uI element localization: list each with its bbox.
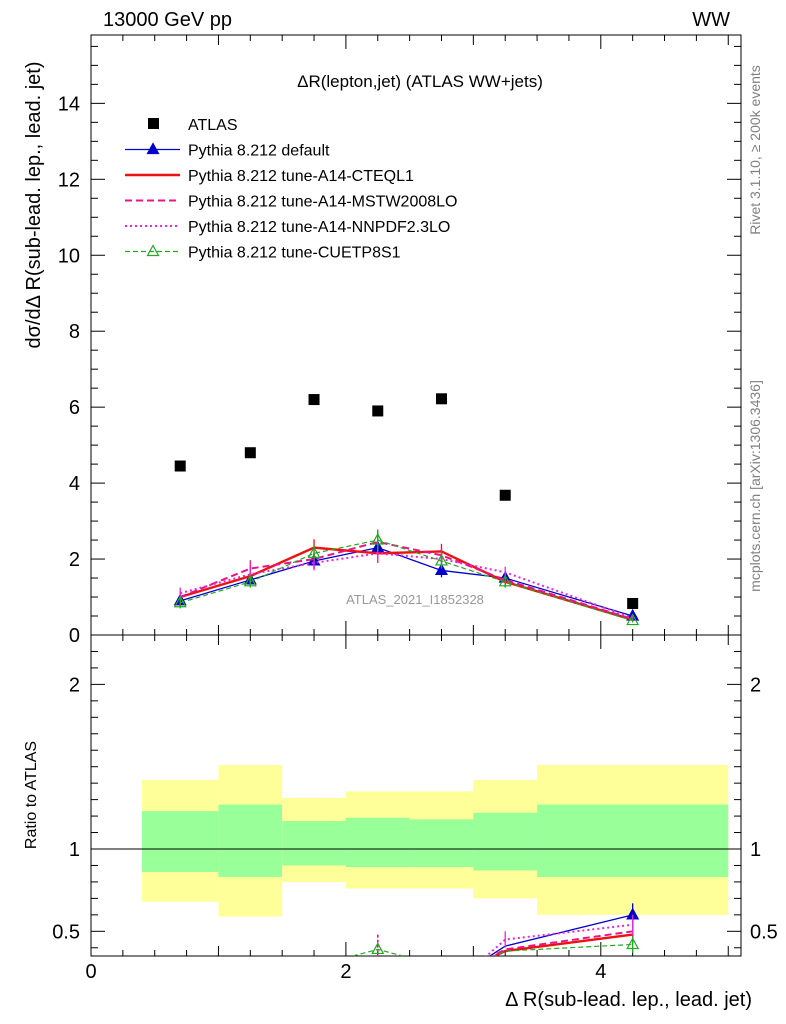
marker-cuetp <box>626 613 640 626</box>
main-y-axis-label: dσ/dΔ R(sub-lead. lep., lead. jet) <box>23 62 45 349</box>
legend-marker-default <box>146 142 160 155</box>
marker-cuetp <box>371 532 385 545</box>
legend-marker-cuetp <box>146 244 160 257</box>
main-y-tick-labels: 0 2 4 6 8 10 12 14 <box>58 93 80 647</box>
ratio-spike-line <box>352 948 403 956</box>
marker-cuetp <box>498 574 512 587</box>
main-y-tick-label: 0 <box>69 625 80 647</box>
band-inner-bin-0 <box>141 811 219 873</box>
ratio-y-tick-label: 1 <box>69 839 80 861</box>
ratio-line-mstw <box>490 930 633 956</box>
ratio-series-layer <box>352 903 640 956</box>
atlas-data-point <box>244 447 256 459</box>
marker-cuetp <box>173 595 187 608</box>
ratio-y-tick-label: 2 <box>69 674 80 696</box>
legend: ATLAS Pythia 8.212 default Pythia 8.212 tu… <box>125 117 457 262</box>
ratio-y-axis-label: Ratio to ATLAS <box>23 741 40 849</box>
ratio-marker-cuetp <box>626 937 640 950</box>
marker-cuetp <box>243 574 257 587</box>
ratio-y-tick-label: 0.5 <box>52 921 80 943</box>
atlas-data-point <box>308 394 320 406</box>
x-axis-label: Δ R(sub-lead. lep., lead. jet) <box>505 989 752 1011</box>
ratio-uncertainty-bands <box>141 765 729 917</box>
ratio-y-tick-labels: 0.5 0.5 1 1 2 2 <box>52 674 778 943</box>
main-y-tick-label: 8 <box>69 321 80 343</box>
main-series-layer <box>173 393 640 626</box>
main-y-tick-label: 6 <box>69 397 80 419</box>
analysis-watermark: ATLAS_2021_I1852328 <box>346 592 484 607</box>
band-inner-bin-3 <box>345 817 410 868</box>
atlas-data-point <box>627 597 639 609</box>
main-y-tick-label: 2 <box>69 549 80 571</box>
marker-default <box>434 563 449 576</box>
ratio-line-cuetp <box>493 943 633 956</box>
main-y-tick-label: 14 <box>58 93 80 115</box>
ratio-plot-frame <box>90 634 742 957</box>
ratio-y-tick-label-right: 0.5 <box>750 921 778 943</box>
x-tick-label: 2 <box>340 961 351 983</box>
axis-ticks <box>90 35 741 956</box>
x-tick-label: 0 <box>85 961 96 983</box>
x-tick-label: 4 <box>595 961 606 983</box>
atlas-data-point <box>372 405 384 417</box>
atlas-data-point <box>499 489 511 501</box>
atlas-data-point <box>435 393 447 405</box>
main-y-tick-label: 4 <box>69 473 80 495</box>
legend-label-mstw: Pythia 8.212 tune-A14-MSTW2008LO <box>188 194 457 211</box>
header-right-label: WW <box>692 9 730 31</box>
band-inner-bin-5 <box>473 812 538 871</box>
legend-marker-atlas <box>148 118 159 129</box>
mcplots-label: mcplots.cern.ch [arXiv:1306.3436] <box>747 380 763 592</box>
ratio-spike-marker <box>371 942 385 955</box>
ratio-line-default <box>488 914 633 956</box>
main-y-tick-label: 10 <box>58 245 80 267</box>
main-y-tick-label: 12 <box>58 169 80 191</box>
header-left-label: 13000 GeV pp <box>103 9 232 31</box>
rivet-version-label: Rivet 3.1.10, ≥ 200k events <box>747 65 763 235</box>
band-inner-bin-6 <box>537 804 729 877</box>
marker-cuetp <box>434 553 449 566</box>
ratio-y-tick-label-right: 1 <box>750 839 761 861</box>
x-tick-labels: 0 2 4 <box>85 961 606 983</box>
legend-label-cteql1: Pythia 8.212 tune-A14-CTEQL1 <box>188 168 414 185</box>
legend-label-atlas: ATLAS <box>188 117 238 134</box>
legend-label-nnpdf: Pythia 8.212 tune-A14-NNPDF2.3LO <box>188 219 450 236</box>
atlas-data-point <box>174 460 186 472</box>
band-inner-bin-1 <box>218 804 283 877</box>
ratio-y-tick-label-right: 2 <box>750 674 761 696</box>
plot-title: ΔR(lepton,jet) (ATLAS WW+jets) <box>297 72 543 91</box>
legend-label-cuetp: Pythia 8.212 tune-CUETP8S1 <box>188 245 401 262</box>
ratio-line-cteql1 <box>491 933 633 956</box>
band-inner-bin-4 <box>409 819 474 868</box>
legend-label-default: Pythia 8.212 default <box>188 143 330 160</box>
marker-cuetp <box>307 546 321 558</box>
band-inner-bin-2 <box>282 821 346 866</box>
